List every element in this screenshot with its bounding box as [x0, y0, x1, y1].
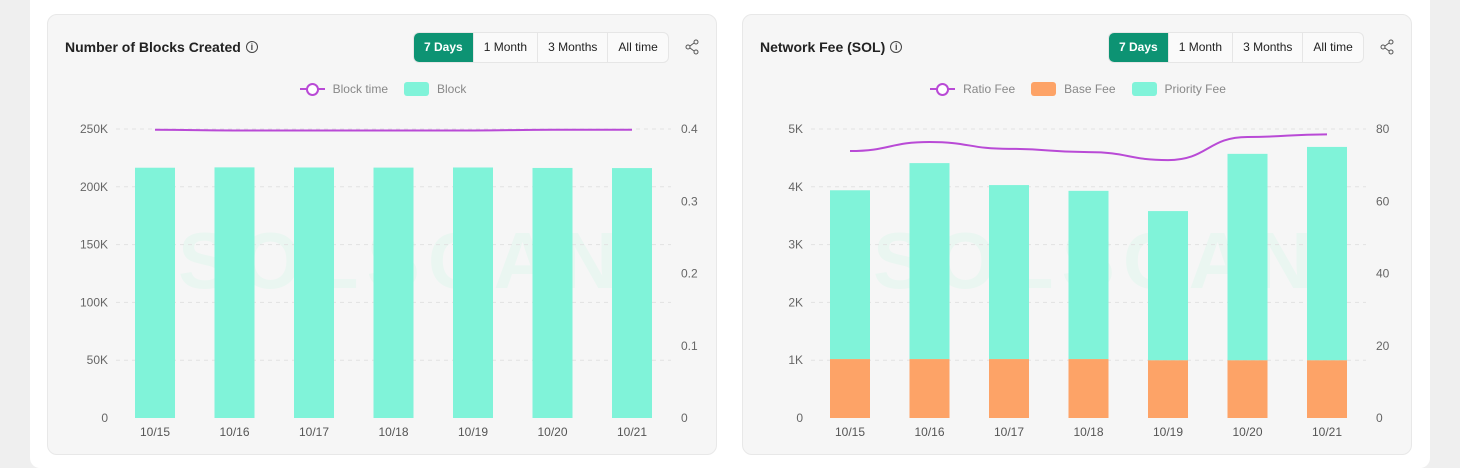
- legend-label: Priority Fee: [1164, 82, 1226, 96]
- swatch-icon: [404, 82, 429, 96]
- info-icon[interactable]: i: [890, 41, 903, 53]
- bar-base-fee: [1307, 360, 1347, 418]
- chart-legend: Block time Block: [48, 82, 718, 96]
- y-left-tick: 4K: [788, 180, 803, 194]
- y-right-tick: 60: [1376, 194, 1390, 208]
- legend-label: Block: [437, 82, 467, 96]
- x-tick: 10/15: [835, 425, 865, 439]
- card-title: Network Fee (SOL) i: [760, 39, 903, 55]
- y-right-tick: 0: [681, 411, 688, 425]
- bar-priority-fee: [989, 185, 1029, 360]
- y-right-tick: 0.4: [681, 122, 698, 136]
- x-tick: 10/19: [1153, 425, 1183, 439]
- line-ratio-fee: [849, 133, 1328, 162]
- y-right-tick: 0.2: [681, 267, 698, 281]
- range-3-months[interactable]: 3 Months: [1232, 33, 1302, 62]
- bar-priority-fee: [1307, 146, 1347, 361]
- y-left-tick: 3K: [788, 238, 803, 252]
- network-fee-card: SOLSCAN Network Fee (SOL)i 7 Days 1 Mont…: [742, 14, 1412, 455]
- legend-block[interactable]: Block: [404, 82, 466, 96]
- swatch-icon: [1131, 82, 1157, 96]
- line-marker-icon: [299, 82, 325, 96]
- chart-legend: Ratio Fee Base Fee Priority Fee: [743, 82, 1413, 96]
- range-1-month[interactable]: 1 Month: [1167, 33, 1232, 62]
- y-left-tick: 50K: [87, 353, 108, 367]
- x-tick: 10/21: [1312, 425, 1342, 439]
- legend-label: Ratio Fee: [963, 82, 1016, 96]
- range-all-time[interactable]: All time: [607, 33, 667, 62]
- info-icon[interactable]: i: [245, 41, 258, 53]
- x-tick: 10/16: [219, 425, 249, 439]
- y-left-tick: 2K: [788, 295, 803, 309]
- network-fee-chart: 0 1K 2K 3K 4K 5K 0 20 40 60 80 10/15 10/16 10/17 10/18…: [788, 122, 1390, 439]
- card-title: Number of Blocks Created i: [65, 39, 258, 55]
- bar-base-fee: [1227, 360, 1268, 418]
- bar-base-fee: [1148, 360, 1188, 418]
- share-icon[interactable]: [684, 39, 700, 55]
- y-left-tick: 1K: [788, 353, 803, 367]
- bar-priority-fee: [1068, 190, 1109, 360]
- swatch-icon: [1031, 82, 1057, 96]
- range-1-month[interactable]: 1 Month: [472, 33, 537, 62]
- y-left-tick: 200K: [80, 180, 108, 194]
- x-tick: 10/17: [994, 425, 1024, 439]
- x-tick: 10/21: [617, 425, 647, 439]
- y-right-tick: 20: [1376, 339, 1390, 353]
- legend-label: Base Fee: [1064, 82, 1116, 96]
- x-tick: 10/19: [458, 425, 488, 439]
- bar-priority-fee: [909, 163, 950, 360]
- bar-base-fee: [909, 359, 950, 418]
- x-tick: 10/15: [140, 425, 170, 439]
- range-selector: 7 Days 1 Month 3 Months All time: [413, 32, 669, 63]
- title-text: Number of Blocks Created: [65, 39, 241, 55]
- legend-ratio-fee[interactable]: Ratio Fee: [930, 82, 1015, 96]
- y-right-tick: 0.3: [681, 194, 698, 208]
- y-left-tick: 0: [101, 411, 108, 425]
- share-icon[interactable]: [1379, 39, 1395, 55]
- legend-block-time[interactable]: Block time: [299, 82, 388, 96]
- x-tick: 10/18: [1073, 425, 1103, 439]
- x-tick: 10/17: [299, 425, 329, 439]
- bar-priority-fee: [1227, 153, 1268, 361]
- x-tick: 10/20: [1232, 425, 1262, 439]
- y-left-tick: 150K: [80, 238, 108, 252]
- y-left-tick: 5K: [788, 122, 803, 136]
- bar-block: [135, 167, 175, 418]
- bar-base-fee: [989, 359, 1029, 418]
- blocks-chart: 0 50K 100K 150K 200K 250K 0 0.1 0.2 0.3 0.4 10/15 10…: [80, 122, 698, 439]
- bar-base-fee: [830, 359, 870, 418]
- y-right-tick: 0: [1376, 411, 1383, 425]
- legend-priority-fee[interactable]: Priority Fee: [1131, 82, 1226, 96]
- bar-block: [373, 167, 414, 418]
- y-left-tick: 250K: [80, 122, 108, 136]
- bar-block: [532, 167, 573, 418]
- bar-priority-fee: [1148, 211, 1188, 361]
- range-7-days[interactable]: 7 Days: [414, 33, 473, 62]
- title-text: Network Fee (SOL): [760, 39, 886, 55]
- range-3-months[interactable]: 3 Months: [537, 33, 607, 62]
- x-tick: 10/20: [537, 425, 567, 439]
- y-right-tick: 0.1: [681, 339, 698, 353]
- legend-base-fee[interactable]: Base Fee: [1031, 82, 1116, 96]
- range-selector: 7 Days 1 Month 3 Months All time: [1108, 32, 1364, 63]
- line-marker-icon: [930, 82, 956, 96]
- x-tick: 10/16: [914, 425, 944, 439]
- bar-priority-fee: [830, 190, 870, 360]
- range-7-days[interactable]: 7 Days: [1109, 33, 1168, 62]
- y-left-tick: 100K: [80, 295, 108, 309]
- bar-block: [453, 167, 493, 418]
- legend-label: Block time: [332, 82, 388, 96]
- bar-block: [294, 167, 334, 418]
- bar-block: [214, 167, 255, 418]
- x-tick: 10/18: [378, 425, 408, 439]
- line-block-time: [154, 128, 632, 132]
- y-right-tick: 40: [1376, 267, 1390, 281]
- y-right-tick: 80: [1376, 122, 1390, 136]
- y-left-tick: 0: [796, 411, 803, 425]
- range-all-time[interactable]: All time: [1302, 33, 1362, 62]
- bar-block: [612, 168, 652, 418]
- bar-base-fee: [1068, 359, 1109, 418]
